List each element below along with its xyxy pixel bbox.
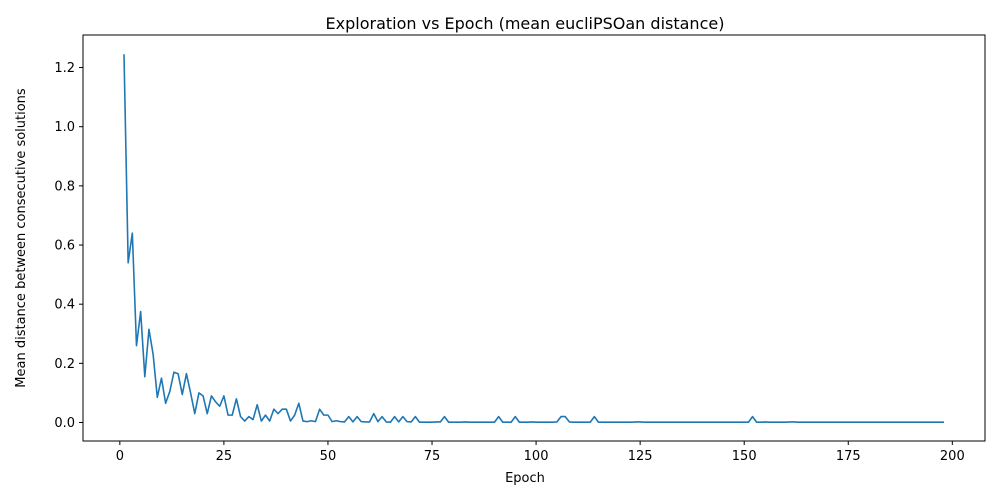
plot-area [123, 54, 944, 424]
x-tick-label: 175 [836, 449, 861, 464]
x-tick-label: 200 [940, 449, 965, 464]
x-tick-label: 0 [116, 449, 124, 464]
y-axis: 0.0 0.2 0.4 0.6 0.8 1.0 1.2 [54, 61, 83, 431]
x-tick-label: 125 [628, 449, 653, 464]
chart-title: Exploration vs Epoch (mean eucliPSOan di… [326, 14, 725, 33]
y-tick-label: 1.0 [54, 120, 75, 135]
y-tick-label: 0.8 [54, 179, 75, 194]
y-tick-label: 0.4 [54, 298, 75, 313]
x-tick-label: 25 [216, 449, 233, 464]
y-tick-label: 0.0 [54, 416, 75, 431]
axes-frame [82, 34, 986, 442]
x-axis-label: Epoch [505, 471, 545, 486]
y-axis-label: Mean distance between consecutive soluti… [14, 88, 29, 388]
series-line-0 [123, 54, 944, 424]
x-axis: 0 25 50 75 100 125 150 175 200 [116, 441, 965, 464]
y-tick-label: 1.2 [54, 61, 75, 76]
x-tick-label: 75 [424, 449, 441, 464]
x-tick-label: 150 [732, 449, 757, 464]
y-tick-label: 0.6 [54, 239, 75, 254]
y-tick-label: 0.2 [54, 357, 75, 372]
x-tick-label: 50 [320, 449, 337, 464]
x-tick-label: 100 [524, 449, 549, 464]
